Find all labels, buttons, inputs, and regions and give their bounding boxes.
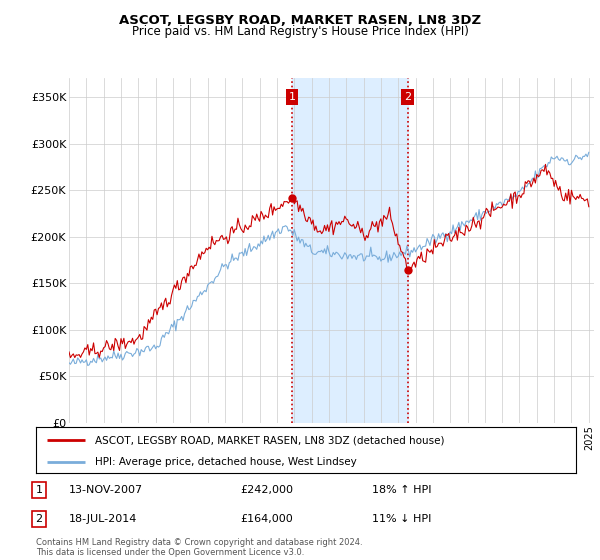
Text: 13-NOV-2007: 13-NOV-2007 — [69, 485, 143, 495]
Text: HPI: Average price, detached house, West Lindsey: HPI: Average price, detached house, West… — [95, 457, 357, 466]
Text: £242,000: £242,000 — [240, 485, 293, 495]
Text: 1: 1 — [289, 92, 295, 102]
Text: 2: 2 — [404, 92, 411, 102]
Text: 1: 1 — [35, 485, 43, 495]
Text: ASCOT, LEGSBY ROAD, MARKET RASEN, LN8 3DZ (detached house): ASCOT, LEGSBY ROAD, MARKET RASEN, LN8 3D… — [95, 435, 445, 445]
Text: Price paid vs. HM Land Registry's House Price Index (HPI): Price paid vs. HM Land Registry's House … — [131, 25, 469, 38]
Text: 2: 2 — [35, 514, 43, 524]
Text: £164,000: £164,000 — [240, 514, 293, 524]
Text: 11% ↓ HPI: 11% ↓ HPI — [372, 514, 431, 524]
Text: 18% ↑ HPI: 18% ↑ HPI — [372, 485, 431, 495]
Text: ASCOT, LEGSBY ROAD, MARKET RASEN, LN8 3DZ: ASCOT, LEGSBY ROAD, MARKET RASEN, LN8 3D… — [119, 14, 481, 27]
Text: Contains HM Land Registry data © Crown copyright and database right 2024.
This d: Contains HM Land Registry data © Crown c… — [36, 538, 362, 557]
Bar — [292, 78, 407, 423]
Text: 18-JUL-2014: 18-JUL-2014 — [69, 514, 137, 524]
